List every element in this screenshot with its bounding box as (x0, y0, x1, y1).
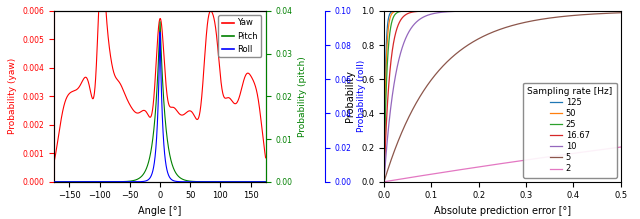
16.67 (489, 10, 497, 12)
25 (489, 10, 497, 12)
X-axis label: Angle [°]: Angle [°] (138, 206, 182, 216)
5 (392, 145, 400, 148)
5 (617, 11, 625, 14)
2 (495, 162, 503, 165)
50 (610, 10, 618, 12)
10 (610, 10, 618, 12)
10 (489, 10, 497, 12)
10 (610, 10, 618, 12)
125 (495, 10, 503, 12)
25 (486, 10, 494, 12)
50 (392, 10, 400, 12)
Line: 125: 125 (384, 11, 621, 182)
10 (495, 10, 503, 12)
50 (380, 180, 388, 183)
50 (567, 10, 575, 12)
Legend: 125, 50, 25, 16.67, 10, 5, 2: 125, 50, 25, 16.67, 10, 5, 2 (523, 83, 616, 178)
125 (489, 10, 497, 12)
10 (392, 71, 400, 74)
16.67 (392, 30, 400, 33)
Line: 16.67: 16.67 (384, 11, 621, 182)
125 (392, 10, 400, 12)
125 (380, 180, 388, 183)
10 (380, 180, 388, 183)
Line: 50: 50 (384, 11, 621, 182)
16.67 (566, 10, 574, 12)
Line: 25: 25 (384, 11, 621, 182)
125 (567, 10, 575, 12)
50 (610, 10, 618, 12)
2 (489, 164, 497, 166)
5 (566, 14, 574, 17)
Line: 10: 10 (384, 11, 621, 182)
25 (610, 10, 618, 12)
16.67 (593, 10, 600, 12)
Y-axis label: Probability (yaw): Probability (yaw) (8, 58, 17, 134)
2 (566, 152, 574, 155)
2 (392, 178, 400, 181)
125 (610, 10, 618, 12)
10 (617, 10, 625, 12)
2 (380, 180, 388, 183)
50 (495, 10, 503, 12)
50 (617, 10, 625, 12)
25 (392, 12, 400, 15)
16.67 (617, 10, 625, 12)
10 (566, 10, 574, 12)
2 (610, 147, 618, 149)
50 (451, 10, 459, 12)
25 (610, 10, 618, 12)
16.67 (610, 10, 618, 12)
25 (567, 10, 575, 12)
16.67 (495, 10, 503, 12)
16.67 (380, 180, 388, 183)
Line: 2: 2 (384, 147, 621, 182)
5 (495, 28, 503, 31)
X-axis label: Absolute prediction error [°]: Absolute prediction error [°] (434, 206, 571, 216)
2 (617, 146, 625, 148)
125 (610, 10, 618, 12)
Y-axis label: Probability (pitch): Probability (pitch) (298, 56, 307, 137)
Legend: Yaw, Pitch, Roll: Yaw, Pitch, Roll (218, 15, 261, 57)
Y-axis label: Probability (roll): Probability (roll) (357, 60, 366, 132)
125 (433, 10, 441, 12)
16.67 (610, 10, 618, 12)
2 (610, 147, 618, 149)
Line: 5: 5 (384, 13, 621, 182)
Y-axis label: Probability: Probability (346, 71, 355, 122)
5 (380, 180, 388, 183)
50 (489, 10, 497, 12)
25 (380, 180, 388, 183)
5 (610, 12, 618, 14)
5 (610, 12, 618, 14)
125 (617, 10, 625, 12)
5 (489, 31, 497, 34)
25 (617, 10, 625, 12)
25 (495, 10, 503, 12)
